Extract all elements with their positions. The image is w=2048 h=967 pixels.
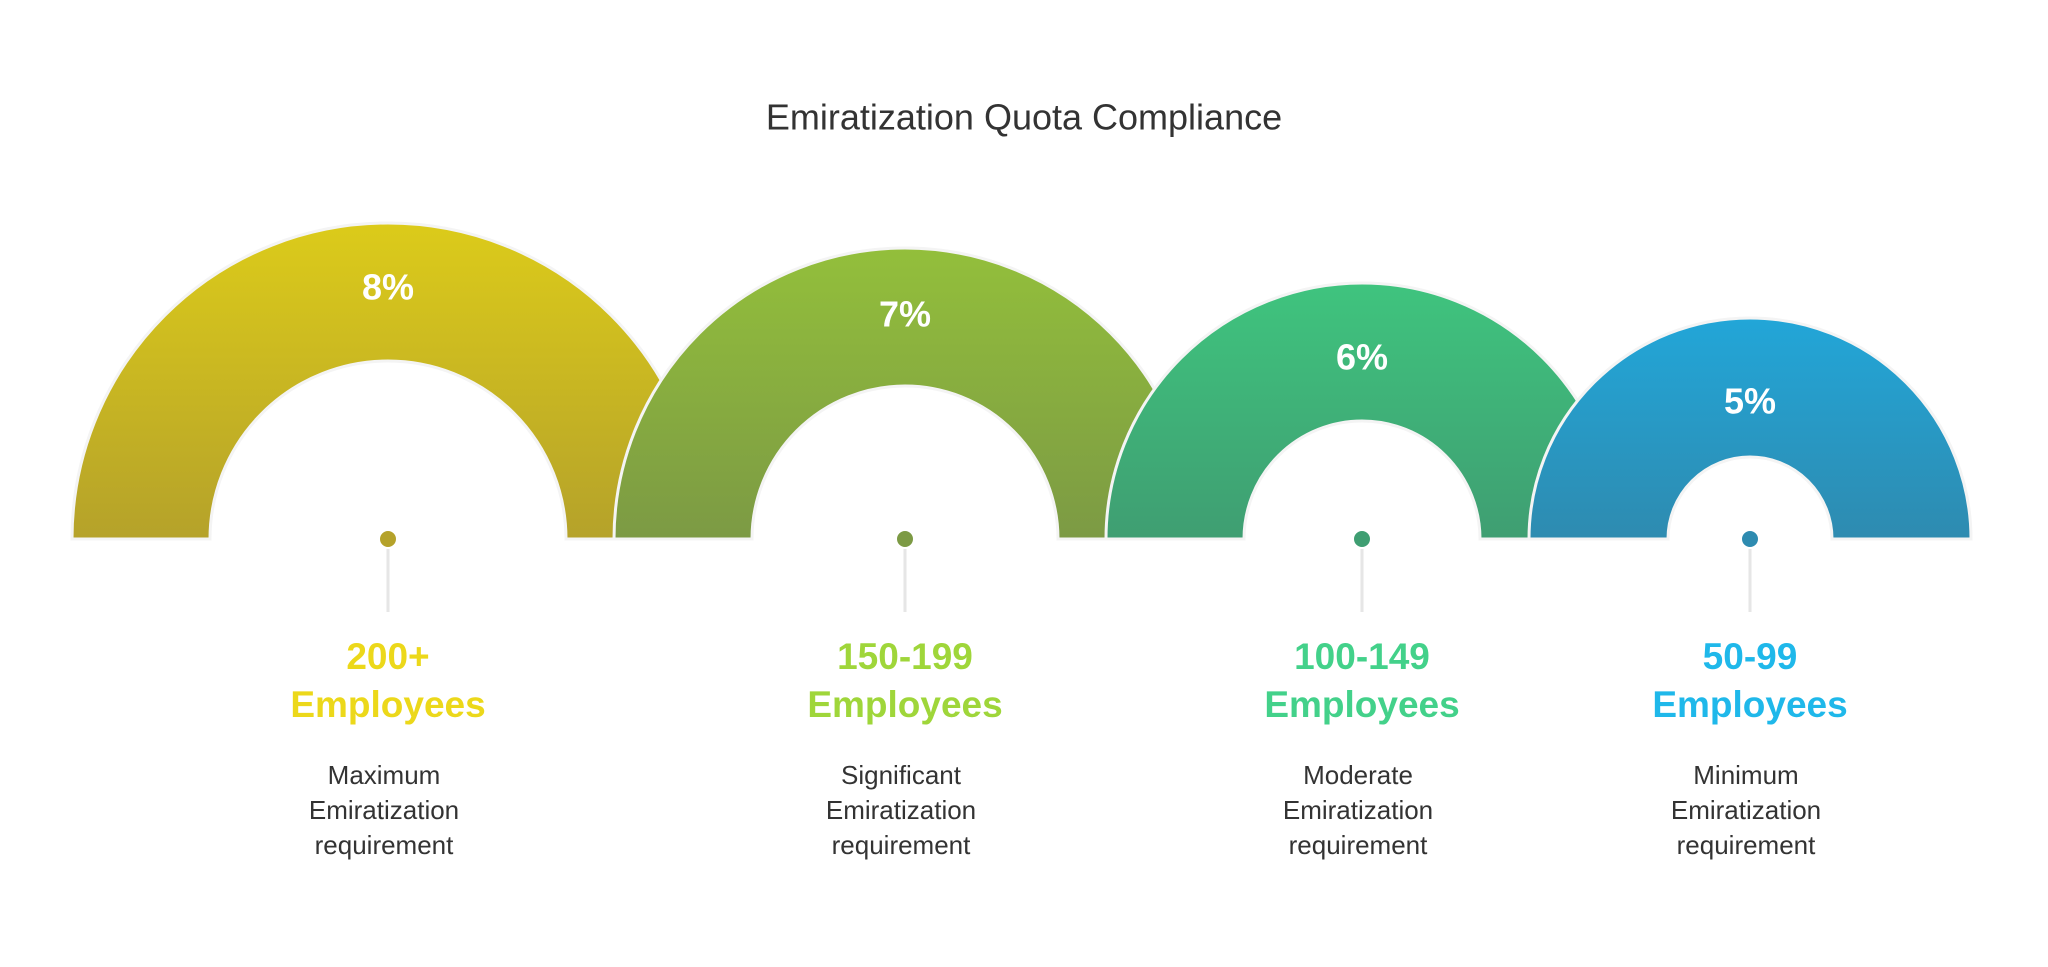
unit-label: Employees (807, 684, 1002, 725)
dot (1740, 529, 1760, 549)
percent-label: 5% (1724, 381, 1776, 422)
range-label: 50-99 (1703, 636, 1798, 677)
percent-label: 8% (362, 267, 414, 308)
unit-label: Employees (1652, 684, 1847, 725)
arch (1527, 316, 1973, 541)
title: Emiratization Quota Compliance (766, 97, 1282, 138)
unit-label: Employees (1264, 684, 1459, 725)
dot (378, 529, 398, 549)
percent-label: 7% (879, 294, 931, 335)
unit-label: Employees (290, 684, 485, 725)
description: Moderate Emiratization requirement (1282, 760, 1434, 860)
description: Minimum Emiratization requirement (1670, 760, 1822, 860)
range-label: 100-149 (1294, 636, 1430, 677)
dot (895, 529, 915, 549)
description: Maximum Emiratization requirement (308, 760, 460, 860)
percent-label: 6% (1336, 337, 1388, 378)
range-label: 200+ (346, 636, 429, 677)
description: Significant Emiratization requirement (825, 760, 977, 860)
range-label: 150-199 (837, 636, 973, 677)
dot (1352, 529, 1372, 549)
